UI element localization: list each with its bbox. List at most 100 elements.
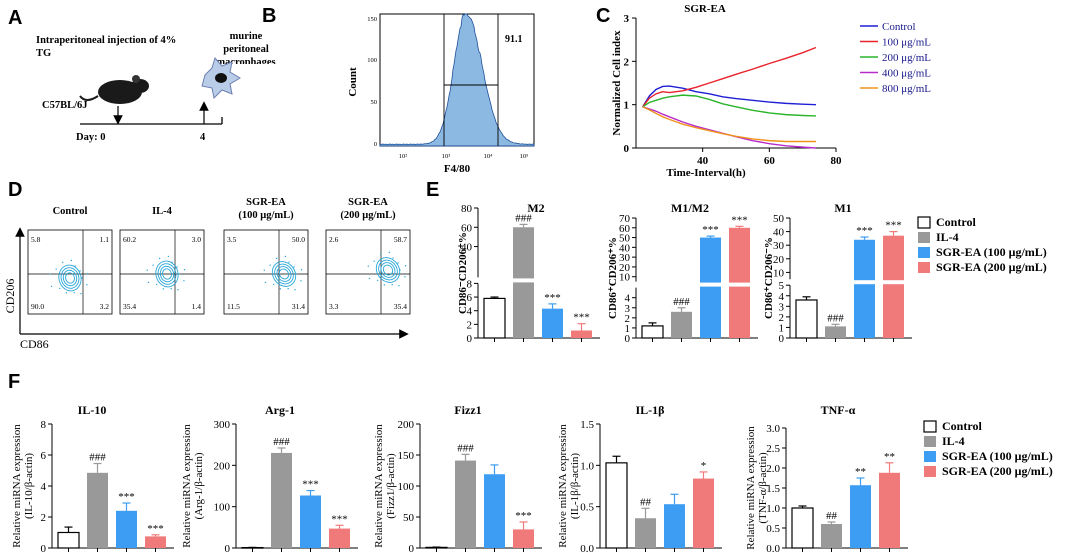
significance-label: ***: [118, 491, 135, 503]
legend-swatch: [918, 232, 930, 243]
axis-break: [480, 278, 602, 283]
ytick-label: 200: [398, 419, 415, 431]
bar: [300, 495, 321, 548]
b-xtick-3: 10⁴: [484, 153, 494, 160]
d-dot: [167, 255, 170, 258]
d-dot: [388, 251, 391, 254]
legend-swatch: [918, 247, 930, 258]
d-dot: [287, 287, 289, 290]
ytick-label: 8: [41, 419, 47, 431]
legend-swatch: [923, 420, 937, 433]
chart-title: M2: [527, 201, 544, 215]
bar: [693, 478, 714, 548]
c-ylabel: Normalized Cell index: [611, 30, 623, 136]
chart-ylabel-2: (IL-10/β-actin): [23, 453, 35, 519]
d-dot: [294, 289, 296, 291]
d-dot: [73, 291, 75, 294]
d-dot: [376, 279, 379, 282]
ytick-label: 10: [773, 267, 785, 279]
bar: [883, 235, 904, 338]
legend-label: IL-4: [942, 434, 965, 448]
bar: [635, 518, 656, 548]
d-dot: [399, 269, 401, 271]
f480-histogram: [379, 13, 535, 147]
d-quad-lr: 31.4: [292, 302, 305, 311]
ytick-label: 5: [779, 280, 785, 292]
chart-ylabel-2: (IL-1β/β-actin): [569, 453, 581, 519]
significance-label: ###: [515, 212, 532, 224]
significance-label: ***: [702, 224, 719, 236]
significance-label: ***: [573, 312, 590, 324]
c-ytick-label: 0: [624, 143, 630, 155]
d-quad-ul: 5.8: [31, 235, 41, 244]
ytick-label: 8: [467, 278, 473, 290]
d-dot: [162, 288, 165, 290]
panel-b: B 91.1 10² 10³ 10⁴ 10⁵ 0 50 100 150 F4/8…: [262, 5, 535, 175]
chart-title: IL-10: [78, 403, 107, 417]
d-quad-ul: 2.6: [329, 235, 339, 244]
cell-index-chart: 0 1 2 3 40 60 80 SGR-EA Time-Interval(h) Normaliz…: [611, 3, 931, 179]
bar: [854, 239, 875, 338]
b-ytick-2: 50: [371, 99, 378, 106]
ytick-label: 6: [41, 450, 47, 462]
bar: [700, 237, 721, 338]
bar: [57, 531, 80, 549]
significance-label: ***: [856, 225, 873, 237]
d-contour: [62, 269, 78, 287]
d-quad-ul: 3.5: [227, 235, 237, 244]
ytick-label: 50: [403, 512, 415, 524]
d-contour: [271, 261, 297, 287]
legend-swatch: [924, 451, 936, 462]
d-contour: [276, 266, 292, 282]
ytick-label: 4: [467, 306, 473, 318]
panel-letter-b: B: [262, 5, 276, 27]
bar: [671, 311, 692, 338]
d-dot: [272, 283, 275, 286]
c-xtick-label: 80: [831, 155, 843, 167]
legend-swatch: [917, 216, 931, 229]
d-quad-ur: 3.0: [192, 235, 202, 244]
bar: [641, 325, 664, 339]
d-dot: [383, 284, 386, 286]
d-xlabel: CD86: [20, 337, 49, 351]
legend-label: Control: [942, 419, 982, 433]
day-label: Day: 0: [76, 132, 105, 143]
ytick-label: 0: [779, 333, 785, 345]
d-plot-title: SGR-EA: [246, 197, 286, 208]
d-contour: [382, 264, 394, 276]
ytick-label: 30: [619, 252, 631, 264]
bar: [791, 507, 814, 549]
ytick-label: 40: [619, 242, 631, 254]
chart-ylabel: Relative miRNA expression: [373, 424, 385, 548]
d-dot: [295, 273, 297, 275]
d-dot: [152, 264, 154, 266]
c-xlabel: Time-Interval(h): [666, 167, 746, 179]
ytick-label: 20: [773, 254, 785, 266]
panel-d: D CD206 CD86 Control 5.8 1.1 90.0 3.2 IL-4 60.…: [3, 179, 411, 351]
d-plot-title: SGR-EA: [348, 197, 388, 208]
c-xtick-label: 60: [764, 155, 776, 167]
d-plot-title: (200 μg/mL): [340, 210, 396, 221]
d-contour: [65, 272, 75, 284]
c-series-line: [642, 106, 817, 149]
ytick-label: 0.5: [766, 523, 780, 535]
ytick-label: 0: [41, 543, 47, 555]
d-contour: [278, 268, 290, 280]
c-series-line: [642, 94, 817, 117]
bar: [664, 504, 685, 548]
ytick-label: 10: [619, 272, 631, 284]
il1b-chart: 0.0 0.5 1.0 1.5 ## * IL-1β Relative miRNA expre…: [557, 403, 722, 555]
d-dot: [74, 265, 76, 267]
d-dot: [398, 285, 400, 287]
significance-label: ***: [515, 510, 532, 522]
ytick-label: 150: [398, 450, 415, 462]
c-series-line: [642, 106, 816, 143]
ytick-label: 1.5: [580, 419, 594, 431]
cells-text: murine peritoneal macrophages: [216, 31, 276, 64]
legend-swatch: [924, 436, 936, 447]
c-title: SGR-EA: [684, 3, 726, 15]
